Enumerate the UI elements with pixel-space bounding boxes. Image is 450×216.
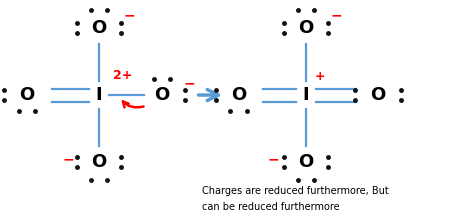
Text: O: O bbox=[19, 86, 35, 104]
Text: Charges are reduced furthermore, But: Charges are reduced furthermore, But bbox=[202, 186, 389, 196]
Text: O: O bbox=[91, 19, 107, 37]
FancyArrowPatch shape bbox=[123, 102, 144, 107]
Text: −: − bbox=[63, 153, 74, 167]
Text: can be reduced furthermore: can be reduced furthermore bbox=[202, 202, 340, 212]
Text: −: − bbox=[124, 8, 135, 22]
Text: −: − bbox=[331, 8, 342, 22]
Text: −: − bbox=[267, 153, 279, 167]
Text: O: O bbox=[91, 153, 107, 171]
Text: O: O bbox=[298, 19, 314, 37]
Text: I: I bbox=[303, 86, 309, 104]
Text: 2+: 2+ bbox=[112, 69, 132, 82]
Text: O: O bbox=[231, 86, 246, 104]
Text: −: − bbox=[184, 76, 195, 90]
Text: O: O bbox=[298, 153, 314, 171]
Text: O: O bbox=[370, 86, 386, 104]
Text: +: + bbox=[315, 70, 326, 83]
Text: O: O bbox=[154, 86, 170, 104]
Text: I: I bbox=[96, 86, 102, 104]
